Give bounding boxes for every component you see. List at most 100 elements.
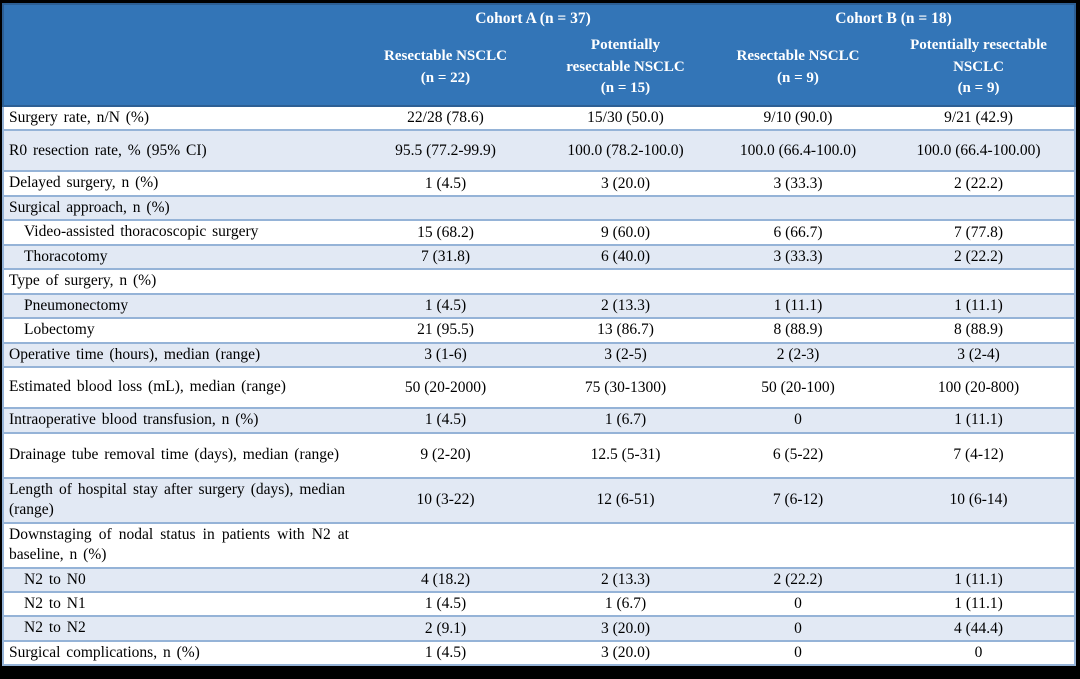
cell-value: 1 (4.5) — [424, 644, 467, 662]
cell-value: 9/10 (90.0) — [763, 109, 833, 127]
row-label: Estimated blood loss (mL), median (range… — [9, 378, 286, 396]
cell-value: 1 (4.5) — [424, 174, 467, 192]
row-label: N2 to N2 — [24, 619, 86, 637]
table-row: Length of hospital stay after surgery (d… — [3, 477, 1076, 523]
row-label: Lobectomy — [24, 321, 95, 339]
row-label: R0 resection rate, % (95% CI) — [9, 141, 207, 159]
table-row: R0 resection rate, % (95% CI) 95.5 (77.2-… — [3, 130, 1076, 172]
table-row: Pneumonectomy 1 (4.5) 2 (13.3) 1 (11.1) 1 (1… — [3, 293, 1076, 319]
cell-value: 1 (11.1) — [954, 296, 1003, 314]
table-row: Drainage tube removal time (days), media… — [3, 432, 1076, 478]
cell-value: 2 (22.2) — [953, 174, 1004, 192]
cell-value: 1 (6.7) — [604, 595, 647, 613]
cell-value: 0 — [794, 411, 802, 429]
column-header-2: Potentially resectable NSCLC (n = 15) — [538, 30, 713, 106]
cell-value: 3 (20.0) — [600, 644, 651, 662]
table-row: N2 to N2 2 (9.1) 3 (20.0) 0 4 (44.4) — [3, 616, 1076, 641]
cell-value: 50 (20-100) — [761, 378, 835, 396]
cell-value: 6 (40.0) — [600, 248, 651, 266]
table-row: Video-assisted thoracoscopic surgery 15 (… — [3, 220, 1076, 245]
table-row: Surgical complications, n (%) 1 (4.5) 3 (2… — [3, 640, 1076, 666]
cell-value: 2 (13.3) — [600, 296, 651, 314]
cell-value: 15/30 (50.0) — [587, 109, 664, 127]
cell-value: 1 (11.1) — [954, 570, 1003, 588]
cell-value: 1 (11.1) — [954, 595, 1003, 613]
cell-value: 2 (22.2) — [953, 248, 1004, 266]
cell-value: 9/21 (42.9) — [944, 109, 1013, 127]
cell-value: 0 — [794, 619, 802, 637]
row-label: Pneumonectomy — [24, 296, 129, 314]
table-row: Estimated blood loss (mL), median (range… — [3, 367, 1076, 409]
section-label: Type of surgery, n (%) — [9, 272, 157, 290]
cell-value: 7 (31.8) — [420, 248, 471, 266]
cell-value: 1 (4.5) — [424, 296, 467, 314]
table-header: Cohort A (n = 37) Cohort B (n = 18) Rese… — [3, 4, 1076, 106]
cell-value: 100 (20-800) — [937, 378, 1020, 396]
cell-value: 100.0 (66.4-100.0) — [739, 141, 857, 159]
row-label: Intraoperative blood transfusion, n (%) — [9, 411, 259, 429]
table-row: Operative time (hours), median (range) 3 … — [3, 342, 1076, 368]
cohort-header-row: Cohort A (n = 37) Cohort B (n = 18) — [3, 4, 1076, 106]
table-row: Type of surgery, n (%) — [3, 269, 1076, 294]
cell-value: 7 (77.8) — [953, 223, 1004, 241]
cell-value: 1 (4.5) — [424, 595, 467, 613]
cell-value: 50 (20-2000) — [404, 378, 487, 396]
cell-value: 7 (6-12) — [772, 491, 824, 509]
cell-value: 1 (4.5) — [424, 411, 467, 429]
cell-value: 3 (33.3) — [773, 248, 823, 266]
cell-value: 100.0 (66.4-100.00) — [916, 141, 1041, 159]
cell-value: 3 (33.3) — [773, 174, 823, 192]
cell-value: 2 (22.2) — [773, 570, 823, 588]
cell-value: 6 (5-22) — [772, 446, 824, 464]
cell-value: 6 (66.7) — [773, 223, 823, 241]
cell-value: 0 — [794, 595, 802, 613]
row-label: N2 to N0 — [24, 570, 86, 588]
row-label: Operative time (hours), median (range) — [9, 345, 261, 363]
cell-value: 3 (2-5) — [604, 345, 647, 363]
cell-value: 3 (20.0) — [600, 174, 651, 192]
column-header-1: Resectable NSCLC (n = 22) — [353, 30, 538, 106]
cell-value: 75 (30-1300) — [584, 378, 667, 396]
cell-value: 8 (88.9) — [773, 321, 823, 339]
table-body: Surgery rate, n/N (%) 22/28 (78.6) 15/30 (… — [3, 106, 1076, 666]
cell-value: 2 (9.1) — [424, 619, 467, 637]
section-label: Downstaging of nodal status in patients … — [9, 525, 349, 564]
cell-value: 10 (3-22) — [416, 491, 475, 509]
cell-value: 2 (2-3) — [776, 345, 820, 363]
row-label: Length of hospital stay after surgery (d… — [9, 480, 345, 519]
table-row: N2 to N1 1 (4.5) 1 (6.7) 0 1 (11.1) — [3, 591, 1076, 617]
table-row: Intraoperative blood transfusion, n (%) 1… — [3, 408, 1076, 433]
section-label: Surgical approach, n (%) — [9, 198, 170, 216]
surgical-outcomes-table: Cohort A (n = 37) Cohort B (n = 18) Rese… — [2, 3, 1077, 667]
cell-value: 21 (95.5) — [417, 321, 474, 339]
cell-value: 95.5 (77.2-99.9) — [395, 141, 496, 159]
cell-value: 7 (4-12) — [953, 446, 1004, 464]
cell-value: 3 (1-6) — [424, 345, 467, 363]
row-label: Drainage tube removal time (days), media… — [9, 445, 340, 463]
cell-value: 22/28 (78.6) — [407, 109, 484, 127]
column-header-3: Resectable NSCLC (n = 9) — [713, 30, 883, 106]
cell-value: 10 (6-14) — [949, 491, 1008, 509]
row-label: Delayed surgery, n (%) — [9, 174, 159, 192]
row-label: Video-assisted thoracoscopic surgery — [24, 223, 259, 241]
column-header-4: Potentially resectable NSCLC (n = 9) — [883, 30, 1076, 106]
cohort-a-header: Cohort A (n = 37) — [353, 4, 713, 30]
row-label: Surgical complications, n (%) — [9, 643, 200, 661]
cell-value: 4 (44.4) — [953, 619, 1004, 637]
table-row: Surgical approach, n (%) — [3, 195, 1076, 221]
cell-value: 8 (88.9) — [953, 321, 1004, 339]
cell-value: 1 (11.1) — [773, 296, 823, 314]
table-row: Delayed surgery, n (%) 1 (4.5) 3 (20.0) 3 (… — [3, 171, 1076, 196]
cell-value: 0 — [794, 644, 802, 662]
row-label: Surgery rate, n/N (%) — [9, 109, 150, 126]
row-label-column-header — [3, 4, 353, 106]
cohort-b-header: Cohort B (n = 18) — [713, 4, 1076, 30]
cell-value: 13 (86.7) — [597, 321, 654, 339]
cell-value: 9 (60.0) — [600, 223, 651, 241]
table-row: Thoracotomy 7 (31.8) 6 (40.0) 3 (33.3) 2 (22… — [3, 244, 1076, 270]
cell-value: 3 (2-4) — [957, 345, 1000, 363]
cell-value: 12.5 (5-31) — [590, 446, 661, 464]
cell-value: 2 (13.3) — [600, 570, 651, 588]
table-row: Lobectomy 21 (95.5) 13 (86.7) 8 (88.9) 8 (88… — [3, 318, 1076, 343]
